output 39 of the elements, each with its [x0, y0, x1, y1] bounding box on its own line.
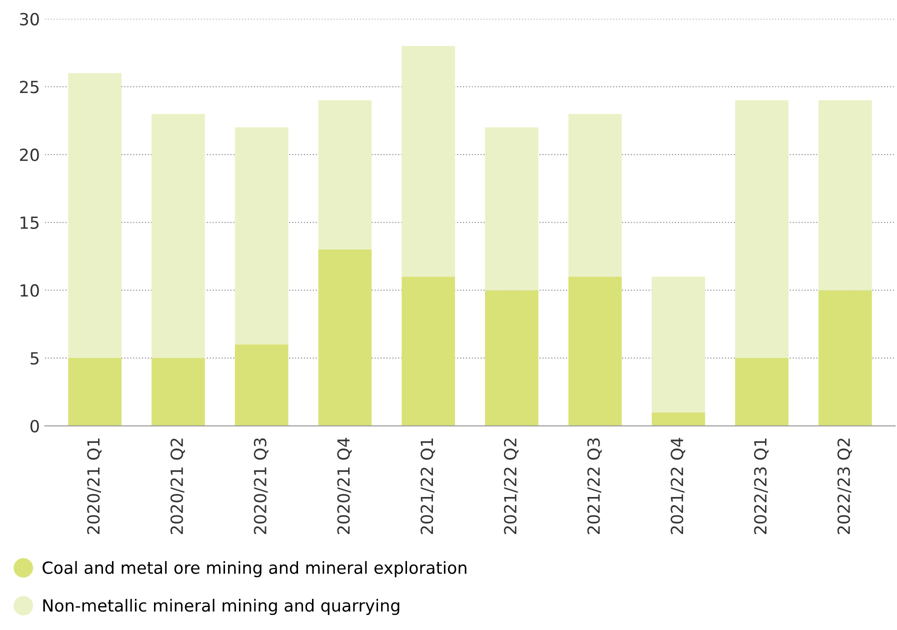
bar [402, 46, 456, 277]
bar [652, 412, 706, 426]
bar [234, 344, 288, 426]
bar [568, 114, 622, 277]
y-tick-label: 0 [30, 420, 39, 432]
bar [485, 290, 538, 426]
bar [485, 127, 538, 290]
bar [735, 358, 788, 426]
bar [818, 100, 872, 290]
x-tick-label: 2020/21 Q4 [337, 438, 352, 534]
bar [402, 276, 456, 426]
x-tick-label: 2021/22 Q2 [504, 438, 518, 534]
x-tick-label: 2021/22 Q4 [670, 438, 686, 534]
legend-label: Non-metallic mineral mining and quarrying [43, 598, 400, 615]
bar [234, 127, 288, 344]
y-tick-label: 20 [20, 148, 39, 162]
x-tick-label: 2021/22 Q3 [587, 438, 602, 534]
legend-label: Coal and metal ore mining and mineral exploration [42, 561, 466, 578]
bar [152, 114, 205, 358]
bar [318, 100, 372, 250]
y-tick-label: 15 [20, 216, 39, 229]
x-tick-label: 2020/21 Q1 [87, 438, 102, 534]
x-tick-label: 2022/23 Q2 [837, 438, 852, 534]
bar [652, 276, 706, 412]
bar [68, 73, 122, 358]
y-tick-label: 25 [20, 80, 39, 94]
bar [818, 290, 872, 426]
x-tick-label: 2022/23 Q1 [754, 438, 769, 534]
bar [568, 276, 622, 426]
bar [735, 100, 788, 358]
bar [318, 250, 372, 426]
bar [68, 358, 122, 426]
x-tick-label: 2020/21 Q3 [254, 438, 268, 534]
x-tick-label: 2021/22 Q1 [420, 438, 436, 534]
y-tick-label: 10 [20, 284, 39, 297]
y-tick-label: 30 [20, 12, 39, 26]
x-tick-label: 2020/21 Q2 [170, 438, 185, 534]
bar [152, 358, 205, 426]
y-tick-label: 5 [30, 352, 39, 365]
